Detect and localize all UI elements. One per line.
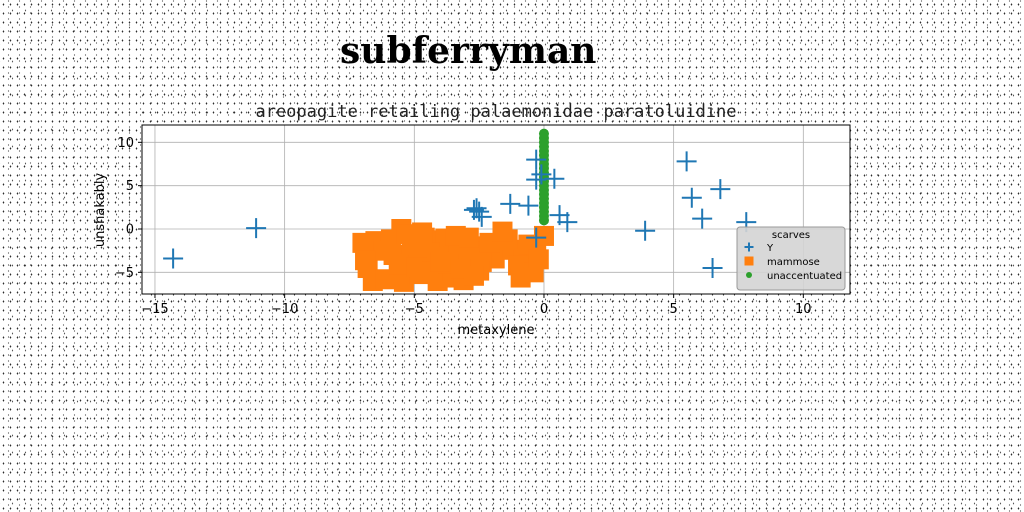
legend-box: [736, 226, 846, 291]
data-point-plus: [676, 151, 697, 172]
data-point-plus: [246, 218, 267, 239]
data-point-plus: [500, 193, 521, 214]
data-point-square: [355, 250, 376, 271]
legend-label: mammose: [767, 257, 820, 268]
data-point-square: [458, 227, 479, 248]
data-point-square: [412, 222, 433, 243]
x-tick-label: −10: [271, 302, 298, 317]
x-axis-label: metaxylene: [458, 323, 535, 338]
data-point-plus: [681, 187, 702, 208]
data-marks: [163, 128, 757, 292]
data-point-square: [533, 225, 554, 246]
x-tick-label: 5: [670, 302, 678, 317]
data-point-square: [492, 221, 513, 242]
legend-label: Y: [766, 243, 774, 254]
data-point-square: [463, 265, 484, 286]
legend-label: unaccentuated: [767, 271, 842, 282]
data-point-circle: [538, 128, 549, 139]
y-tick-label: 0: [126, 223, 134, 238]
data-point-square: [528, 249, 549, 270]
x-tick-label: 10: [795, 302, 812, 317]
data-point-plus: [531, 164, 552, 185]
y-tick-label: 10: [117, 136, 134, 151]
x-tick-label: 0: [540, 302, 548, 317]
data-point-plus: [635, 220, 656, 241]
legend-marker-plus: [744, 242, 754, 252]
data-point-square: [406, 257, 427, 278]
data-point-plus: [557, 212, 578, 233]
data-point-square: [388, 254, 409, 275]
legend-marker-circle: [746, 272, 752, 278]
data-point-plus: [544, 168, 565, 189]
data-point-square: [510, 267, 531, 288]
data-point-plus: [163, 248, 184, 269]
y-axis-label: unshakably: [93, 173, 108, 248]
x-tick-label: −5: [405, 302, 424, 317]
data-point-plus: [466, 198, 487, 219]
data-point-plus: [702, 258, 723, 278]
plot-frame: [141, 124, 851, 295]
legend-title: scarves: [772, 230, 810, 241]
data-point-plus: [692, 208, 713, 229]
x-tick-label: −15: [141, 302, 168, 317]
chart-title: areopagite retailing palaemonidae parato…: [255, 102, 736, 122]
y-tick-label: −5: [115, 266, 134, 281]
data-point-plus: [471, 206, 492, 227]
data-point-plus: [469, 201, 490, 222]
data-point-plus: [518, 195, 539, 216]
legend-marker-square: [744, 256, 754, 266]
data-point-plus: [710, 179, 731, 200]
axis-ticks: −15 −10 −5 0 5 10 −5 0 5 10: [115, 136, 812, 317]
data-point-square: [396, 224, 417, 245]
data-point-plus: [526, 149, 547, 170]
figure-title: subferryman: [340, 30, 597, 72]
data-point-plus: [526, 169, 547, 190]
data-point-square: [430, 251, 451, 272]
data-point-plus: [526, 227, 547, 248]
y-tick-label: 5: [126, 179, 134, 194]
